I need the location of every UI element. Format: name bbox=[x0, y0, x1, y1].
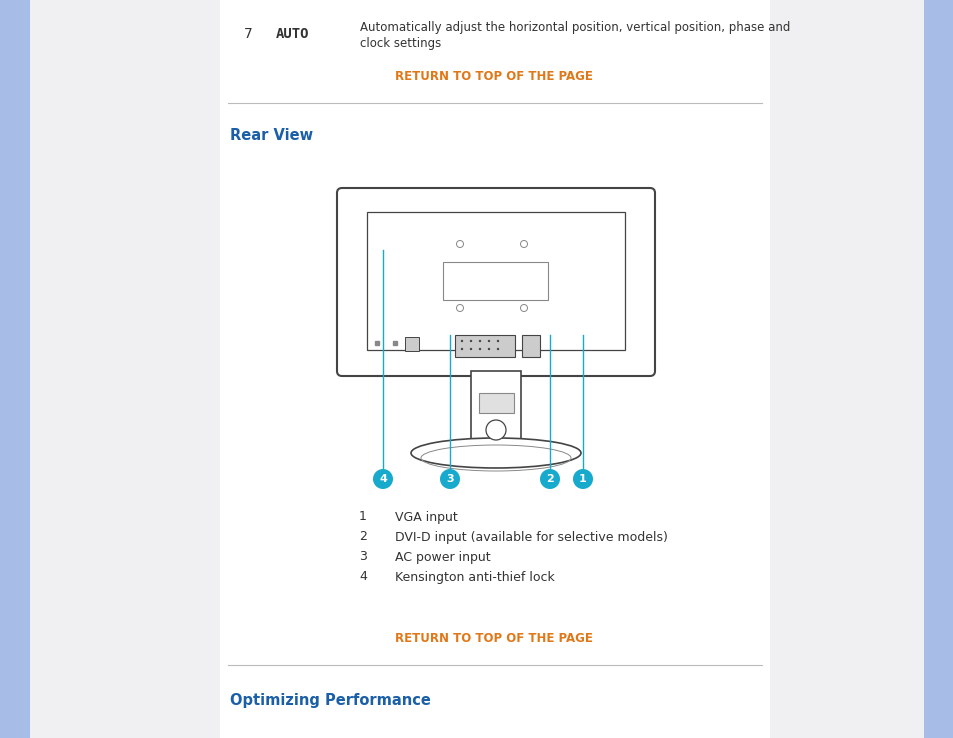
Text: DVI-D input (available for selective models): DVI-D input (available for selective mod… bbox=[395, 531, 667, 543]
Text: 3: 3 bbox=[446, 474, 454, 484]
Circle shape bbox=[373, 469, 393, 489]
Circle shape bbox=[469, 348, 472, 351]
Text: RETURN TO TOP OF THE PAGE: RETURN TO TOP OF THE PAGE bbox=[395, 69, 593, 83]
Circle shape bbox=[439, 469, 459, 489]
Circle shape bbox=[497, 348, 498, 351]
Bar bbox=[478, 393, 514, 413]
Text: 4: 4 bbox=[378, 474, 387, 484]
Circle shape bbox=[478, 348, 480, 351]
Text: Kensington anti-thief lock: Kensington anti-thief lock bbox=[395, 570, 554, 584]
Circle shape bbox=[460, 339, 463, 342]
Text: clock settings: clock settings bbox=[359, 36, 441, 49]
Text: 1: 1 bbox=[578, 474, 586, 484]
Bar bbox=[442, 262, 547, 300]
Circle shape bbox=[487, 339, 490, 342]
Text: Rear View: Rear View bbox=[230, 128, 313, 142]
Bar bbox=[471, 371, 520, 446]
Bar bbox=[455, 335, 515, 357]
Circle shape bbox=[469, 339, 472, 342]
Bar bbox=[923, 0, 953, 738]
Text: VGA input: VGA input bbox=[395, 511, 457, 523]
Text: RETURN TO TOP OF THE PAGE: RETURN TO TOP OF THE PAGE bbox=[395, 632, 593, 644]
Text: AC power input: AC power input bbox=[395, 551, 490, 564]
Text: 2: 2 bbox=[358, 531, 367, 543]
Bar bbox=[521, 335, 539, 357]
Text: 3: 3 bbox=[358, 551, 367, 564]
Circle shape bbox=[573, 469, 593, 489]
Circle shape bbox=[487, 348, 490, 351]
FancyBboxPatch shape bbox=[336, 188, 655, 376]
Text: 1: 1 bbox=[358, 511, 367, 523]
Circle shape bbox=[485, 420, 505, 440]
Text: AUTO: AUTO bbox=[276, 27, 310, 41]
Circle shape bbox=[478, 339, 480, 342]
Ellipse shape bbox=[411, 438, 580, 468]
Circle shape bbox=[539, 469, 559, 489]
Bar bbox=[367, 212, 624, 350]
Circle shape bbox=[497, 339, 498, 342]
Bar bbox=[220, 0, 769, 738]
Circle shape bbox=[460, 348, 463, 351]
Text: 7: 7 bbox=[243, 27, 253, 41]
Bar bbox=[405, 337, 418, 351]
Text: Optimizing Performance: Optimizing Performance bbox=[230, 692, 431, 708]
Text: 2: 2 bbox=[545, 474, 554, 484]
Text: 4: 4 bbox=[358, 570, 367, 584]
Bar bbox=[0, 0, 30, 738]
Text: Automatically adjust the horizontal position, vertical position, phase and: Automatically adjust the horizontal posi… bbox=[359, 21, 789, 35]
